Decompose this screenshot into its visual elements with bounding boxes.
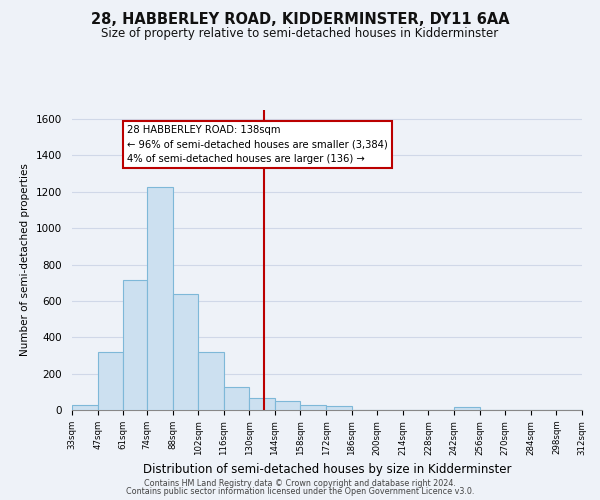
Bar <box>72 404 98 410</box>
Bar <box>250 398 275 410</box>
Bar <box>326 406 352 410</box>
Bar <box>275 401 301 410</box>
Bar <box>123 280 147 410</box>
Y-axis label: Number of semi-detached properties: Number of semi-detached properties <box>20 164 31 356</box>
Bar <box>98 352 123 410</box>
Bar <box>224 388 250 410</box>
Bar <box>147 188 173 410</box>
Text: Contains HM Land Registry data © Crown copyright and database right 2024.: Contains HM Land Registry data © Crown c… <box>144 478 456 488</box>
Text: Contains public sector information licensed under the Open Government Licence v3: Contains public sector information licen… <box>126 487 474 496</box>
Bar <box>301 404 326 410</box>
Bar <box>454 408 479 410</box>
Text: 28 HABBERLEY ROAD: 138sqm
← 96% of semi-detached houses are smaller (3,384)
4% o: 28 HABBERLEY ROAD: 138sqm ← 96% of semi-… <box>127 124 388 164</box>
Bar <box>198 352 224 410</box>
X-axis label: Distribution of semi-detached houses by size in Kidderminster: Distribution of semi-detached houses by … <box>143 463 511 476</box>
Text: 28, HABBERLEY ROAD, KIDDERMINSTER, DY11 6AA: 28, HABBERLEY ROAD, KIDDERMINSTER, DY11 … <box>91 12 509 28</box>
Bar <box>173 294 198 410</box>
Text: Size of property relative to semi-detached houses in Kidderminster: Size of property relative to semi-detach… <box>101 28 499 40</box>
